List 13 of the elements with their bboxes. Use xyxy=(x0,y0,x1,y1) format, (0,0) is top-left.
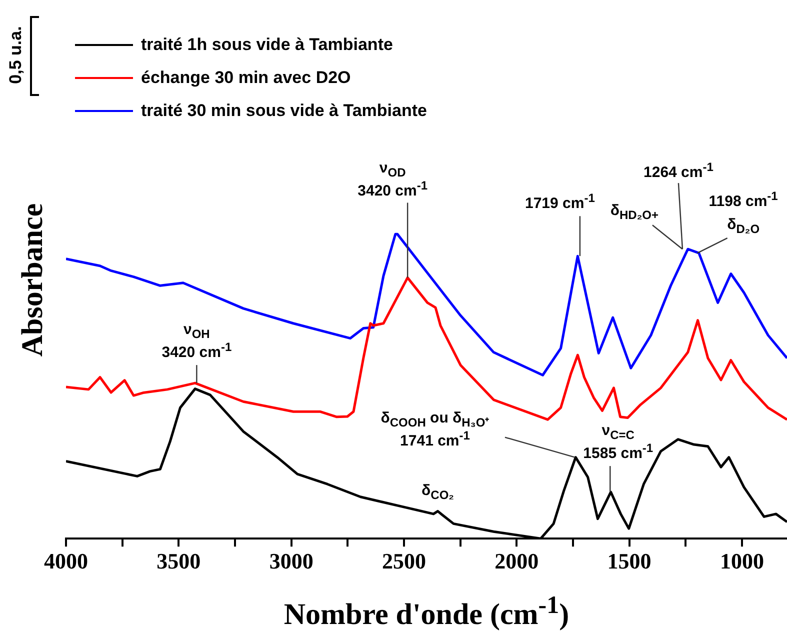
x-tick-label: 1500 xyxy=(607,548,652,574)
legend-label: traité 30 min sous vide à Tambiante xyxy=(141,100,427,120)
x-tick-label: 1000 xyxy=(720,548,764,574)
x-tick-label: 2500 xyxy=(382,548,426,574)
x-tick-label: 3000 xyxy=(269,548,314,574)
x-tick-label: 2000 xyxy=(494,548,539,574)
legend-label: traité 1h sous vide à Tambiante xyxy=(141,34,393,54)
x-tick-label: 4000 xyxy=(44,548,88,574)
y-axis-title: Absorbance xyxy=(16,203,50,357)
text: 0,5 u.a. xyxy=(6,26,26,84)
x-tick-label: 3500 xyxy=(156,548,201,574)
legend-label: échange 30 min avec D2O xyxy=(141,68,351,88)
x-axis-title: Nombre d'onde (cm$^{-1}$) xyxy=(282,592,570,632)
